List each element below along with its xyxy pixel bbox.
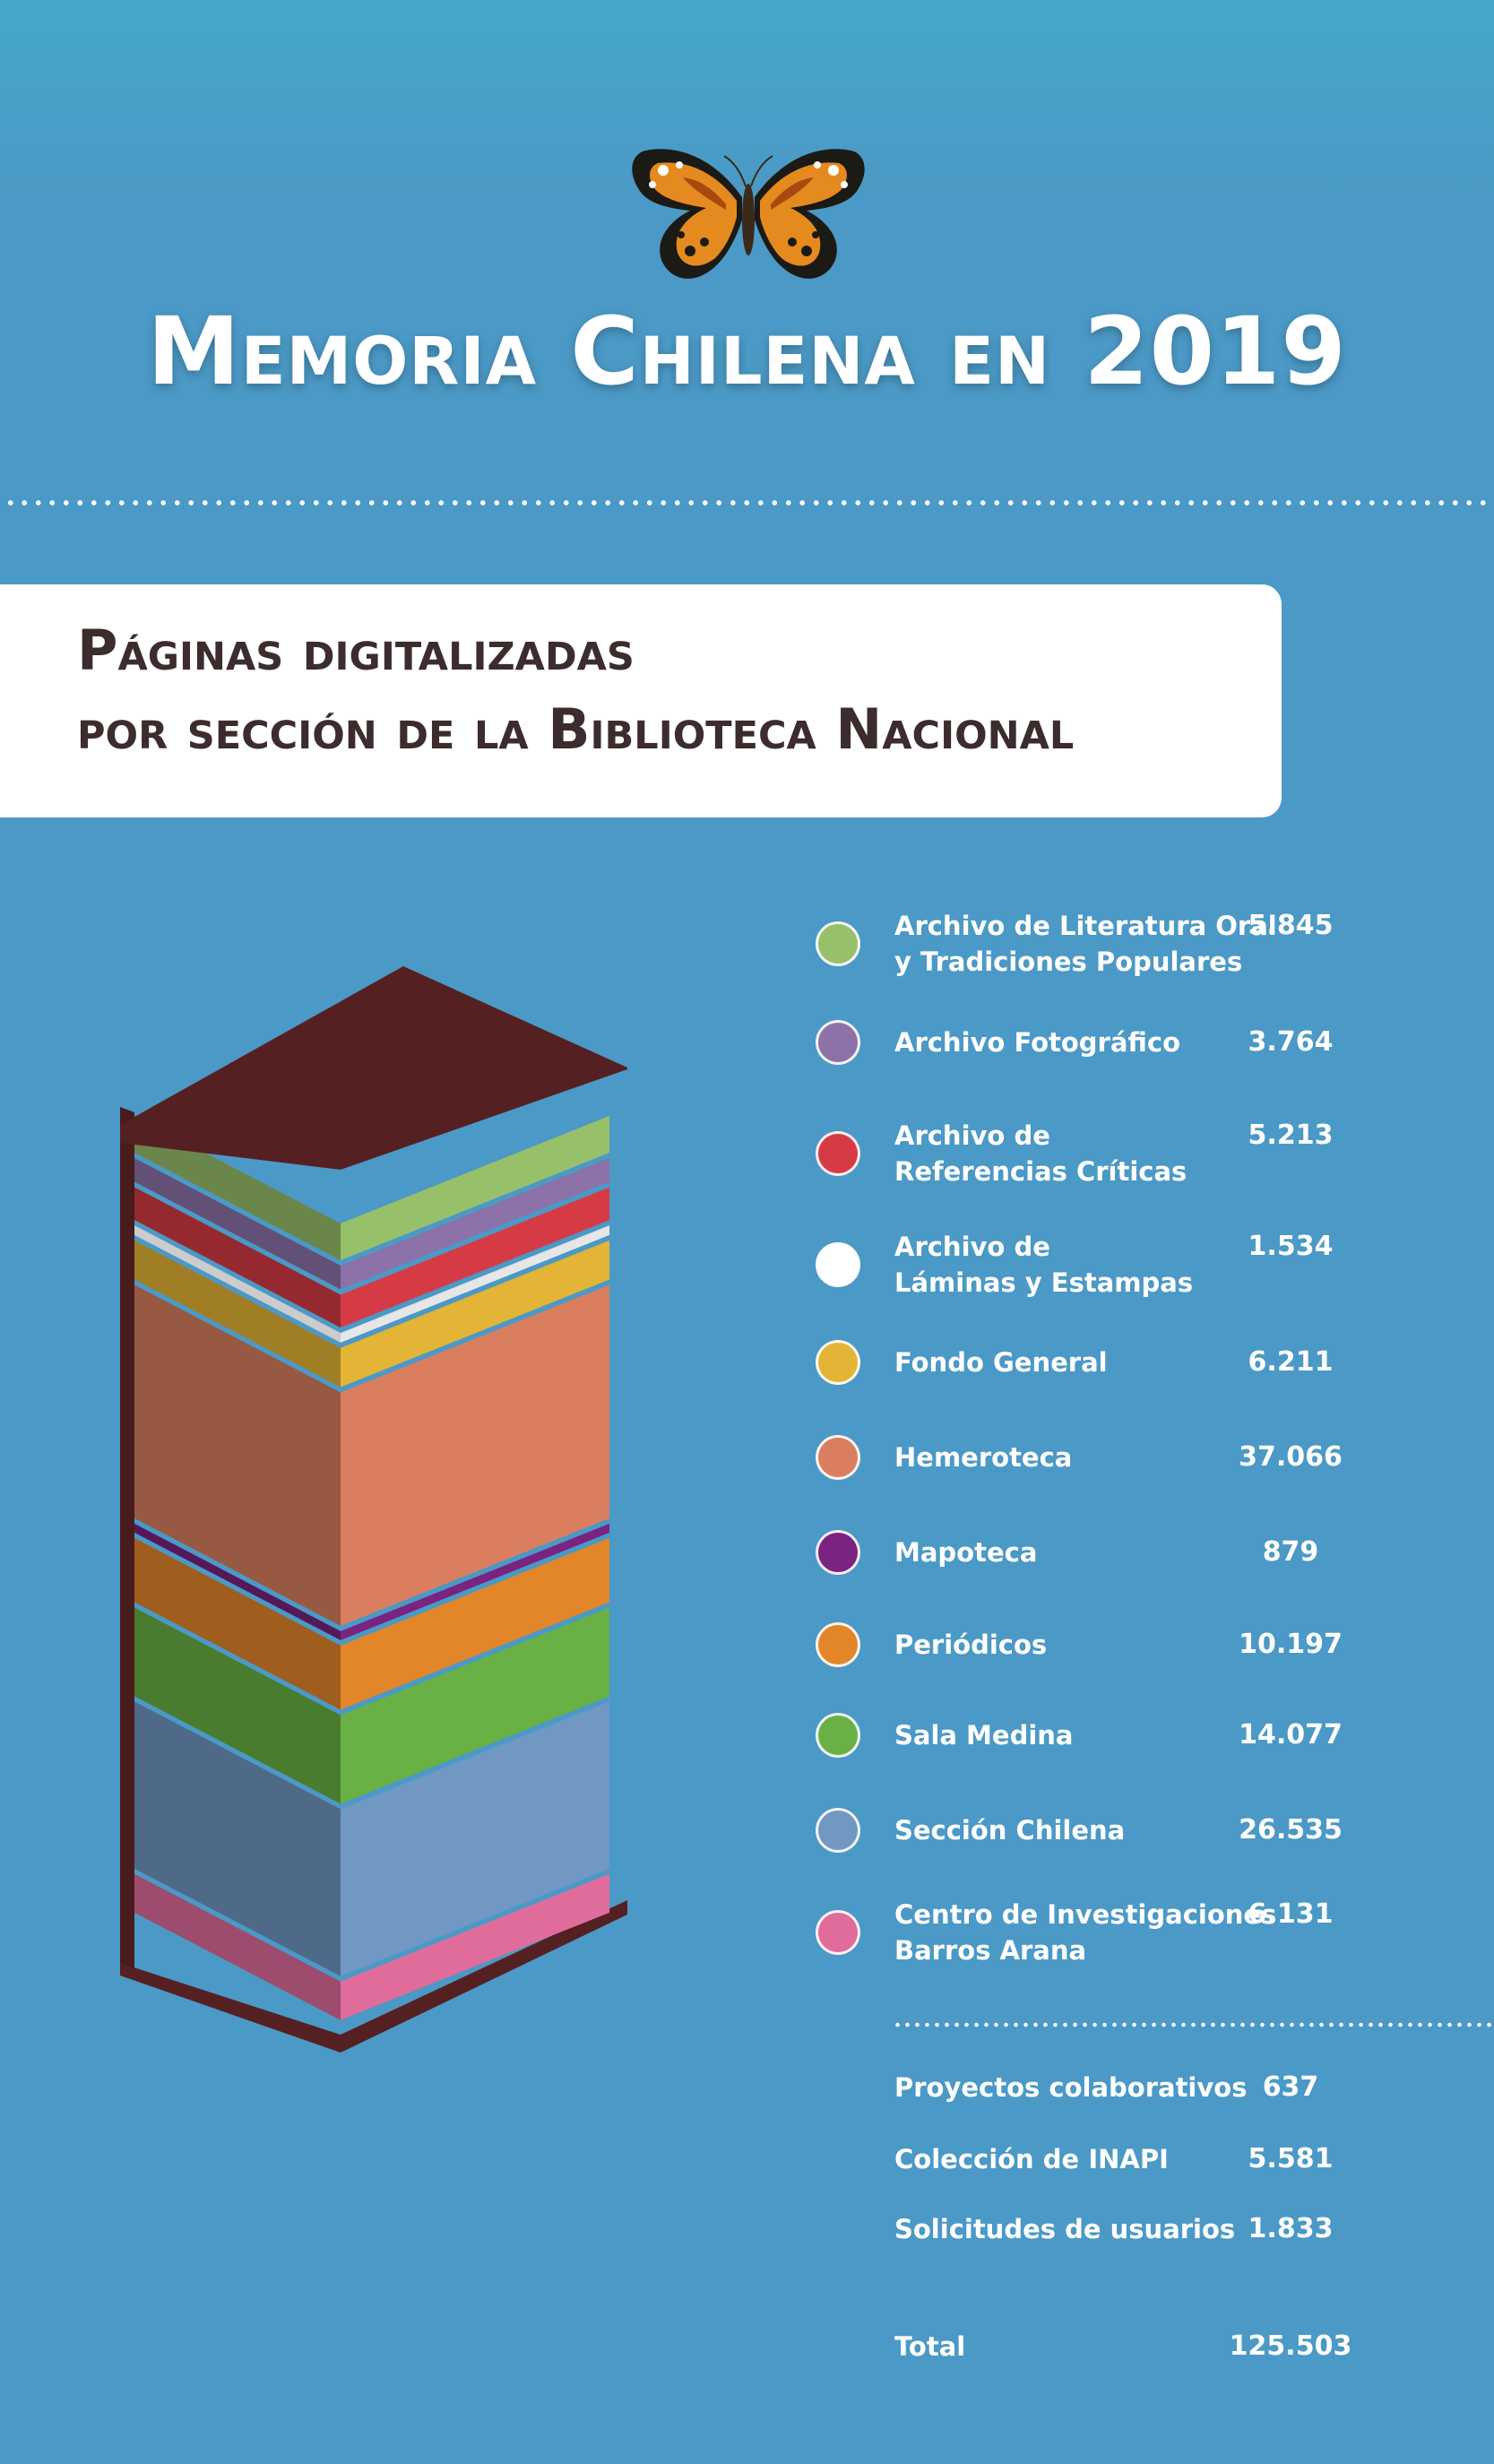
stack-layer-sección-chilena [134, 1701, 609, 1976]
book-cover-back [120, 1107, 627, 2053]
extra-item-value: 637 [1262, 2071, 1319, 2103]
legend-label: Sala Medina [894, 1717, 1074, 1753]
legend-item: Archivo Fotográfico 3.764 [811, 1020, 1492, 1105]
legend-label-line: Hemeroteca [894, 1442, 1073, 1473]
legend-swatch [816, 1622, 860, 1667]
legend-label: Centro de Investigaciones Barros Arana [894, 1897, 1276, 1968]
extra-item: Solicitudes de usuarios 1.833 [811, 2211, 1492, 2292]
page-title: Memoria Chilena en 2019 [147, 297, 1347, 406]
legend-swatch [816, 1435, 860, 1480]
legend-value: 26.535 [1239, 1814, 1343, 1846]
stack-layer-fondo-general [134, 1240, 609, 1388]
total-row: Total 125.503 [811, 2329, 1492, 2409]
legend-label-line: Archivo de [894, 1120, 1050, 1151]
legend-item: Mapoteca 879 [811, 1530, 1492, 1615]
legend-swatch [816, 1131, 860, 1176]
legend-label-line: Fondo General [894, 1347, 1108, 1378]
butterfly-icon [632, 149, 865, 279]
butterfly-body [742, 184, 755, 255]
extra-item-value: 5.581 [1248, 2143, 1334, 2174]
stack-layer-mapoteca [134, 1523, 609, 1640]
dotted-divider-legend [893, 2022, 1491, 2027]
legend-label-line: Centro de Investigaciones [894, 1899, 1277, 1930]
butterfly-left-wing [632, 149, 742, 279]
legend-item: Fondo General 6.211 [811, 1340, 1492, 1425]
legend-value: 14.077 [1239, 1719, 1343, 1751]
legend-label-line: Archivo de [894, 1232, 1050, 1262]
legend-label: Periódicos [894, 1627, 1047, 1663]
legend-label: Archivo de Referencias Críticas [894, 1118, 1187, 1189]
subtitle-line-2: por sección de la Biblioteca Nacional [77, 696, 1075, 762]
legend-item: Archivo de Literatura Oral y Tradiciones … [811, 908, 1492, 989]
legend-label-line: y Tradiciones Populares [894, 947, 1243, 977]
legend-label-line: Sección Chilena [894, 1815, 1126, 1846]
subtitle-line-1: Páginas digitalizadas [77, 618, 635, 683]
stack-layer-sala-medina [134, 1607, 609, 1804]
stack-layer-archivo-de-literatura-oral-y-tradiciones-populares [134, 1116, 609, 1261]
legend-label: Fondo General [894, 1344, 1108, 1380]
extra-item-label: Solicitudes de usuarios [894, 2214, 1236, 2244]
legend-item: Hemeroteca 37.066 [811, 1435, 1492, 1520]
total-row-value: 125.503 [1229, 2330, 1352, 2362]
stack-layer-hemeroteca [134, 1284, 609, 1626]
legend-item: Archivo de Láminas y Estampas 1.534 [811, 1229, 1492, 1310]
extra-item-label: Proyectos colaborativos [894, 2072, 1248, 2103]
legend-item: Sala Medina 14.077 [811, 1713, 1492, 1798]
legend-label-line: Láminas y Estampas [894, 1267, 1194, 1298]
extra-item-value: 1.833 [1248, 2213, 1334, 2244]
butterfly-right-wing [755, 149, 865, 279]
legend-label-line: Referencias Críticas [894, 1156, 1187, 1187]
legend-value: 6.131 [1248, 1898, 1334, 1930]
extra-item-label: Colección de INAPI [894, 2144, 1169, 2174]
stack-layer-archivo-de-referencias-críticas [134, 1187, 609, 1328]
legend-swatch [816, 1340, 860, 1385]
stack-layers [134, 1116, 609, 2020]
legend-value: 5.845 [1248, 910, 1334, 941]
legend-value: 3.764 [1248, 1026, 1334, 1058]
legend-label-line: Archivo de Literatura Oral [894, 911, 1277, 941]
legend-value: 879 [1262, 1536, 1319, 1568]
subtitle-card: Páginas digitalizadas por sección de la … [0, 584, 1282, 817]
legend-swatch [816, 1242, 860, 1287]
stack-layer-archivo-de-láminas-y-estampas [134, 1225, 609, 1343]
stack-layer-centro-de-investigaciones-barros-arana [134, 1873, 609, 2020]
legend-value: 10.197 [1239, 1629, 1343, 1660]
total-row-label: Total [894, 2331, 966, 2362]
legend-item: Sección Chilena 26.535 [811, 1808, 1492, 1893]
legend-value: 6.211 [1248, 1346, 1334, 1378]
legend-swatch [816, 1530, 860, 1575]
legend-value: 5.213 [1248, 1120, 1334, 1151]
legend-label: Hemeroteca [894, 1439, 1072, 1475]
legend-label-line: Periódicos [894, 1630, 1048, 1660]
stack-layer-archivo-fotográfico [134, 1158, 609, 1290]
dotted-divider [4, 499, 1491, 506]
legend-item: Centro de Investigaciones Barros Arana 6.1… [811, 1897, 1492, 1977]
legend-item: Archivo de Referencias Críticas 5.213 [811, 1118, 1492, 1198]
legend-swatch [816, 1020, 860, 1065]
legend-swatch [816, 1910, 860, 1955]
book-stack-chart [120, 966, 627, 2053]
legend-label: Archivo de Láminas y Estampas [894, 1229, 1193, 1301]
legend-label-line: Mapoteca [894, 1537, 1038, 1568]
legend-swatch [816, 921, 860, 966]
legend-label: Archivo de Literatura Oral y Tradiciones … [894, 908, 1277, 980]
legend-swatch [816, 1713, 860, 1758]
legend-label: Sección Chilena [894, 1812, 1125, 1848]
legend-value: 37.066 [1239, 1441, 1343, 1473]
legend-swatch [816, 1808, 860, 1853]
legend-item: Periódicos 10.197 [811, 1622, 1492, 1708]
extra-item: Colección de INAPI 5.581 [811, 2141, 1492, 2222]
legend-value: 1.534 [1248, 1231, 1334, 1262]
legend-label-line: Sala Medina [894, 1720, 1074, 1751]
legend-label: Mapoteca [894, 1535, 1037, 1570]
stack-layer-periódicos [134, 1537, 609, 1710]
extra-item: Proyectos colaborativos 637 [811, 2070, 1492, 2150]
book-cover-front [120, 966, 627, 1170]
legend-label: Archivo Fotográfico [894, 1025, 1180, 1060]
legend-label-line: Archivo Fotográfico [894, 1027, 1181, 1058]
legend-label-line: Barros Arana [894, 1935, 1087, 1966]
